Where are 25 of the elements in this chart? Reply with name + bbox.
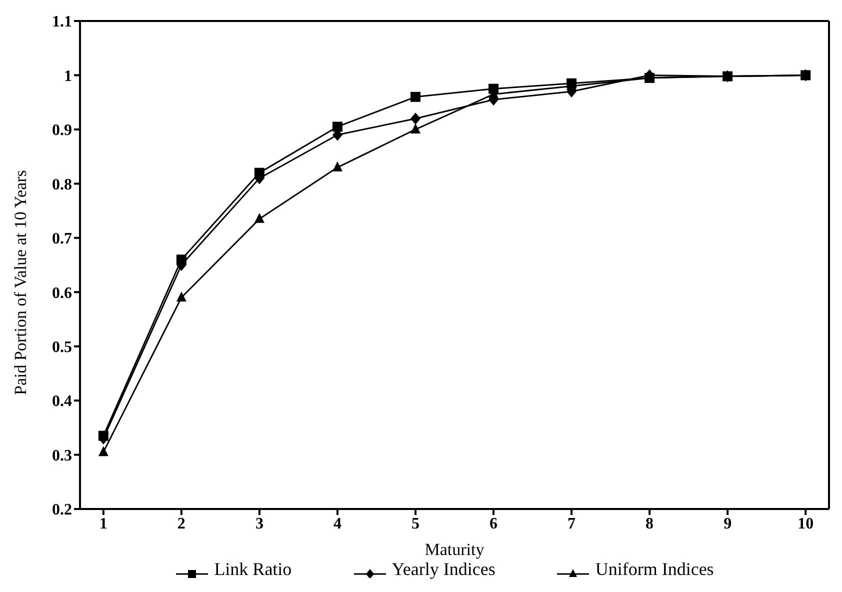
y-tick-label: 0.6 (52, 284, 72, 302)
y-tick-label: 0.9 (52, 122, 72, 140)
x-tick-label: 2 (177, 515, 186, 532)
x-tick-label: 4 (333, 515, 342, 532)
y-tick-label: 0.8 (52, 176, 72, 194)
x-tick-label: 5 (411, 515, 420, 532)
legend-label: Link Ratio (213, 559, 292, 580)
legend-label: Yearly Indices (390, 559, 496, 580)
x-tick-label: 6 (490, 515, 498, 532)
x-tick-label: 7 (568, 515, 576, 532)
x-tick-label: 8 (646, 515, 654, 532)
y-tick-label: 0.4 (52, 393, 72, 410)
x-tick-label: 1 (99, 515, 108, 532)
y-tick-label: 0.7 (52, 230, 72, 248)
x-tick-label: 3 (255, 515, 264, 532)
y-tick-label: 1.1 (52, 14, 72, 31)
y-tick-label: 0.3 (52, 447, 72, 464)
y-tick-label: 1 (64, 68, 72, 85)
y-tick-label: 0.2 (52, 502, 72, 519)
legend-label: Uniform Indices (594, 559, 714, 580)
x-tick-label: 9 (724, 515, 732, 532)
y-axis-title: Paid Portion of Value at 10 Years (11, 170, 30, 395)
x-tick-label: 10 (798, 515, 814, 532)
x-axis-title: Maturity (424, 540, 485, 559)
y-tick-label: 0.5 (52, 339, 72, 356)
